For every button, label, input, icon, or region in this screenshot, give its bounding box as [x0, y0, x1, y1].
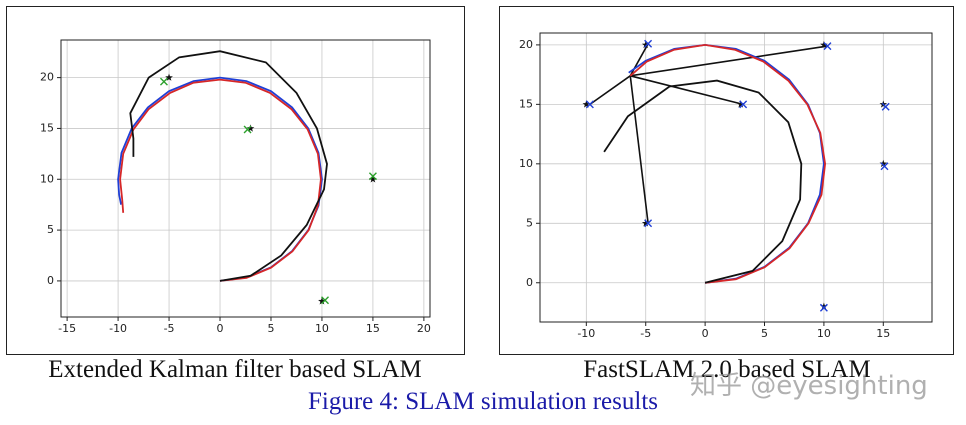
y-tick-label: 10 — [40, 172, 54, 185]
y-tick-label: 0 — [526, 276, 533, 289]
y-tick-label: 5 — [47, 223, 54, 236]
x-tick-label: -5 — [164, 322, 175, 335]
x-tick-label: 10 — [817, 327, 831, 340]
x-tick-label: -10 — [577, 327, 595, 340]
y-tick-label: 20 — [519, 38, 533, 51]
landmark-true — [318, 297, 326, 305]
landmark-estimate — [159, 77, 168, 86]
panel-frame — [499, 6, 954, 355]
y-tick-label: 15 — [519, 97, 533, 110]
x-tick-label: 0 — [702, 327, 709, 340]
plot-frame — [60, 39, 431, 318]
landmark-estimate — [644, 219, 653, 228]
landmark-true — [165, 73, 173, 81]
x-tick-label: 5 — [761, 327, 768, 340]
landmark-true — [820, 302, 828, 310]
panel-frame — [6, 6, 465, 355]
landmark-estimate — [321, 296, 330, 305]
figure-caption: Figure 4: SLAM simulation results — [308, 388, 658, 415]
x-tick-label: -15 — [58, 322, 76, 335]
landmark-true — [246, 124, 255, 132]
landmark-true — [369, 175, 377, 183]
x-tick-label: 5 — [267, 322, 274, 335]
x-tick-label: -5 — [640, 327, 651, 340]
landmark-true — [736, 100, 745, 108]
y-tick-label: 10 — [519, 157, 533, 170]
y-tick-label: 5 — [526, 216, 533, 229]
y-tick-label: 20 — [40, 71, 54, 84]
landmark-true — [582, 100, 591, 108]
observation-ray — [630, 75, 744, 106]
watermark: 知乎 @eyesighting — [690, 371, 928, 401]
landmark-true — [641, 40, 650, 49]
landmark-estimate — [585, 100, 594, 109]
plot-frame — [539, 32, 933, 323]
landmark-estimate — [243, 125, 252, 134]
trajectory — [119, 78, 322, 282]
observation-ray — [589, 75, 631, 106]
x-tick-label: 0 — [217, 322, 224, 335]
panel-title: FastSLAM 2.0 based SLAM — [583, 356, 871, 383]
landmark-estimate — [880, 162, 889, 171]
trajectory — [129, 50, 328, 282]
panel-title: Extended Kalman filter based SLAM — [48, 356, 422, 383]
landmark-estimate — [739, 100, 748, 109]
y-tick-label: 0 — [47, 274, 54, 287]
trajectory — [603, 79, 803, 284]
landmark-estimate — [881, 102, 890, 111]
x-tick-label: 10 — [315, 322, 329, 335]
trajectory — [629, 43, 827, 284]
observation-ray — [630, 45, 828, 77]
x-tick-label: 20 — [417, 322, 431, 335]
x-tick-label: -10 — [109, 322, 127, 335]
landmark-estimate — [368, 172, 377, 181]
landmark-estimate — [819, 303, 828, 312]
x-tick-label: 15 — [876, 327, 890, 340]
observation-ray — [629, 75, 649, 224]
landmark-estimate — [644, 39, 653, 48]
y-tick-label: 15 — [40, 121, 54, 134]
landmark-true — [820, 40, 828, 49]
landmark-true — [879, 159, 888, 168]
landmark-true — [641, 219, 650, 227]
landmark-estimate — [823, 42, 832, 51]
x-tick-label: 15 — [366, 322, 380, 335]
